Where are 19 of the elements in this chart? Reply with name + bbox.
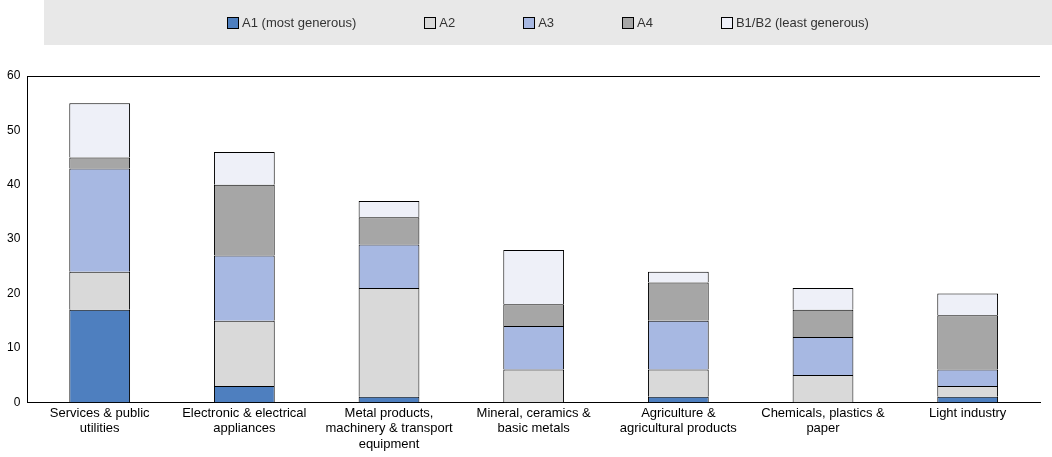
y-tick-label: 10: [6, 340, 21, 355]
legend-label: A3: [538, 15, 555, 30]
x-tick-label: Light industry: [929, 404, 1007, 420]
y-tick-label: 50: [6, 122, 21, 137]
legend-label: A1 (most generous): [242, 15, 357, 30]
x-tick-label: Mineral, ceramics & basic metals: [476, 404, 592, 436]
x-tick-label: Electronic & electrical appliances: [182, 404, 307, 436]
y-tick-label: 0: [13, 394, 21, 409]
legend-label: A2: [439, 15, 456, 30]
y-tick-label: 40: [6, 177, 21, 192]
y-tick-label: 20: [6, 285, 21, 300]
x-tick-label: Metal products, machinery & transport equipment: [325, 404, 453, 451]
y-tick-label: 60: [6, 68, 21, 83]
x-tick-label: Services & public utilities: [49, 404, 151, 436]
x-tick-label: Chemicals, plastics & paper: [761, 404, 886, 436]
y-tick-label: 30: [6, 231, 21, 246]
text: B1/B2 (least generous): [735, 15, 869, 30]
legend-label: A4: [637, 15, 653, 30]
x-tick-label: Agriculture & agricultural products: [619, 404, 738, 436]
